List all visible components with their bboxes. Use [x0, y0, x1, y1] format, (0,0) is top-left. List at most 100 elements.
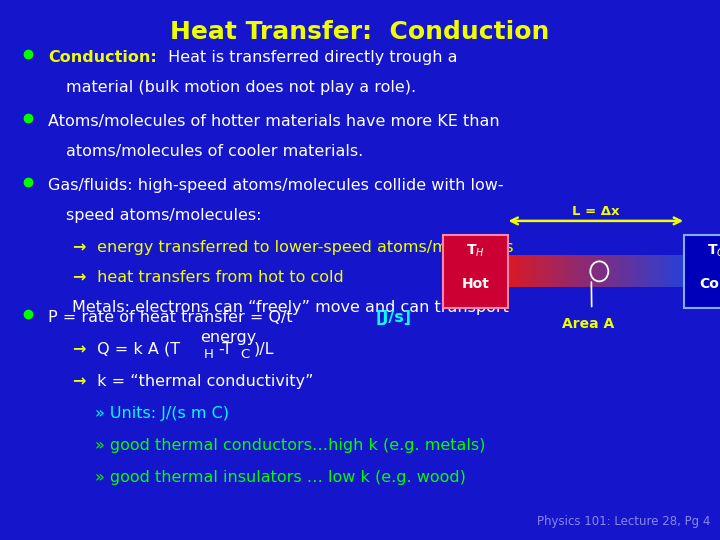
Text: L = Δx: L = Δx: [572, 205, 619, 218]
Bar: [518, 255, 520, 287]
Bar: [608, 255, 610, 287]
Bar: [590, 255, 592, 287]
Text: Physics 101: Lecture 28, Pg 4: Physics 101: Lecture 28, Pg 4: [536, 515, 710, 528]
Bar: [659, 255, 661, 287]
Text: Gas/fluids: high-speed atoms/molecules collide with low-: Gas/fluids: high-speed atoms/molecules c…: [48, 178, 503, 193]
Bar: [609, 255, 611, 287]
Bar: [522, 255, 524, 287]
Bar: [647, 255, 649, 287]
Bar: [637, 255, 639, 287]
Bar: [541, 255, 544, 287]
Bar: [667, 255, 668, 287]
Text: Heat Transfer:  Conduction: Heat Transfer: Conduction: [171, 20, 549, 44]
Bar: [628, 255, 630, 287]
Text: heat transfers from hot to cold: heat transfers from hot to cold: [92, 270, 343, 285]
Text: Conduction:: Conduction:: [48, 50, 157, 65]
Text: » Units: J/(s m C): » Units: J/(s m C): [95, 406, 229, 421]
Bar: [600, 255, 602, 287]
Bar: [557, 255, 559, 287]
Bar: [678, 255, 680, 287]
Bar: [642, 255, 644, 287]
Bar: [618, 255, 620, 287]
Bar: [671, 255, 672, 287]
Text: Area A: Area A: [562, 318, 614, 332]
Bar: [646, 255, 648, 287]
Bar: [631, 255, 633, 287]
Bar: [680, 255, 682, 287]
Bar: [622, 255, 624, 287]
Text: energy: energy: [200, 330, 256, 345]
Text: →: →: [72, 240, 86, 255]
Bar: [512, 255, 514, 287]
Bar: [654, 255, 657, 287]
Bar: [681, 255, 683, 287]
Bar: [565, 255, 567, 287]
Bar: [515, 255, 517, 287]
Bar: [540, 255, 542, 287]
Bar: [523, 255, 526, 287]
Bar: [675, 255, 677, 287]
Text: Q = k A (T: Q = k A (T: [92, 342, 180, 357]
Text: [J/s]: [J/s]: [376, 310, 412, 325]
Bar: [668, 255, 670, 287]
Text: T$_C$: T$_C$: [707, 243, 720, 259]
Bar: [663, 255, 665, 287]
Bar: [570, 255, 571, 287]
Text: →: →: [72, 270, 86, 285]
Bar: [536, 255, 538, 287]
Text: material (bulk motion does not play a role).: material (bulk motion does not play a ro…: [66, 80, 416, 95]
Bar: [556, 255, 558, 287]
Bar: [636, 255, 637, 287]
Bar: [605, 255, 606, 287]
Bar: [562, 255, 564, 287]
Bar: [674, 255, 675, 287]
Bar: [571, 255, 573, 287]
Text: )/L: )/L: [254, 342, 274, 357]
Text: P = rate of heat transfer = Q/t: P = rate of heat transfer = Q/t: [48, 310, 298, 325]
Bar: [531, 255, 533, 287]
Text: →: →: [72, 374, 86, 389]
Text: Cold: Cold: [699, 277, 720, 291]
Bar: [616, 255, 618, 287]
Bar: [625, 255, 627, 287]
Bar: [602, 255, 603, 287]
Text: -T: -T: [218, 342, 232, 357]
Text: » good thermal insulators … low k (e.g. wood): » good thermal insulators … low k (e.g. …: [95, 470, 466, 485]
Bar: [621, 255, 623, 287]
Bar: [672, 255, 674, 287]
Bar: [649, 255, 651, 287]
Bar: [613, 255, 616, 287]
Bar: [650, 255, 652, 287]
Bar: [599, 255, 600, 287]
Bar: [575, 255, 577, 287]
Text: C: C: [240, 348, 249, 361]
Bar: [591, 255, 593, 287]
Text: Hot: Hot: [462, 277, 489, 291]
Bar: [624, 255, 626, 287]
Bar: [550, 255, 552, 287]
Bar: [510, 255, 513, 287]
Bar: [559, 255, 561, 287]
Bar: [572, 255, 575, 287]
Bar: [547, 255, 549, 287]
Text: T$_H$: T$_H$: [466, 243, 485, 259]
Bar: [528, 255, 530, 287]
Bar: [534, 255, 536, 287]
Bar: [580, 255, 582, 287]
Bar: [554, 255, 557, 287]
Bar: [684, 235, 720, 308]
Text: Metals: electrons can “freely” move and can transport: Metals: electrons can “freely” move and …: [72, 300, 509, 315]
Bar: [640, 255, 642, 287]
Bar: [660, 255, 662, 287]
Bar: [577, 255, 579, 287]
Bar: [582, 255, 585, 287]
Bar: [633, 255, 634, 287]
Bar: [533, 255, 534, 287]
Bar: [537, 255, 539, 287]
Bar: [560, 255, 562, 287]
Text: Heat is transferred directly trough a: Heat is transferred directly trough a: [163, 50, 457, 65]
Bar: [516, 255, 518, 287]
Bar: [670, 255, 671, 287]
Bar: [585, 255, 588, 287]
Bar: [662, 255, 664, 287]
